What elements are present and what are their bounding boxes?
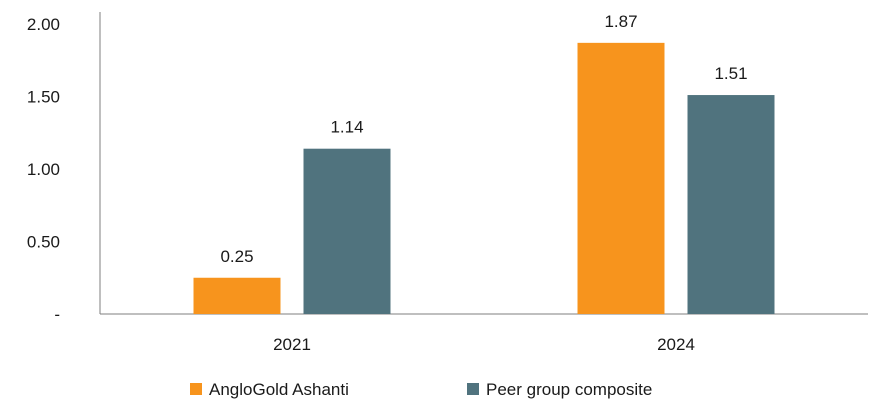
data-label: 1.87 <box>604 12 637 31</box>
bars <box>193 42 775 314</box>
legend-label: AngloGold Ashanti <box>209 380 349 399</box>
y-axis-ticks: - 0.50 1.00 1.50 2.00 <box>27 15 60 324</box>
legend-label: Peer group composite <box>486 380 652 399</box>
bar-peer-group-composite-2024 <box>687 95 775 314</box>
x-category-label: 2021 <box>273 335 311 354</box>
bar-anglogold-ashanti-2021 <box>193 277 281 314</box>
data-labels: 0.25 1.14 1.87 1.51 <box>220 12 747 266</box>
legend-swatch <box>190 383 202 395</box>
data-label: 1.14 <box>330 118 363 137</box>
y-tick-label: 1.50 <box>27 88 60 107</box>
y-tick-label: 2.00 <box>27 15 60 34</box>
y-tick-label: 0.50 <box>27 233 60 252</box>
y-tick-label: 1.00 <box>27 160 60 179</box>
x-category-label: 2024 <box>657 335 695 354</box>
y-tick-label: - <box>54 305 60 324</box>
x-axis-category-labels: 2021 2024 <box>273 335 695 354</box>
data-label: 1.51 <box>714 64 747 83</box>
legend-swatch <box>467 383 479 395</box>
bar-anglogold-ashanti-2024 <box>577 42 665 314</box>
legend: AngloGold Ashanti Peer group composite <box>190 380 652 399</box>
bar-peer-group-composite-2021 <box>303 148 391 314</box>
data-label: 0.25 <box>220 247 253 266</box>
